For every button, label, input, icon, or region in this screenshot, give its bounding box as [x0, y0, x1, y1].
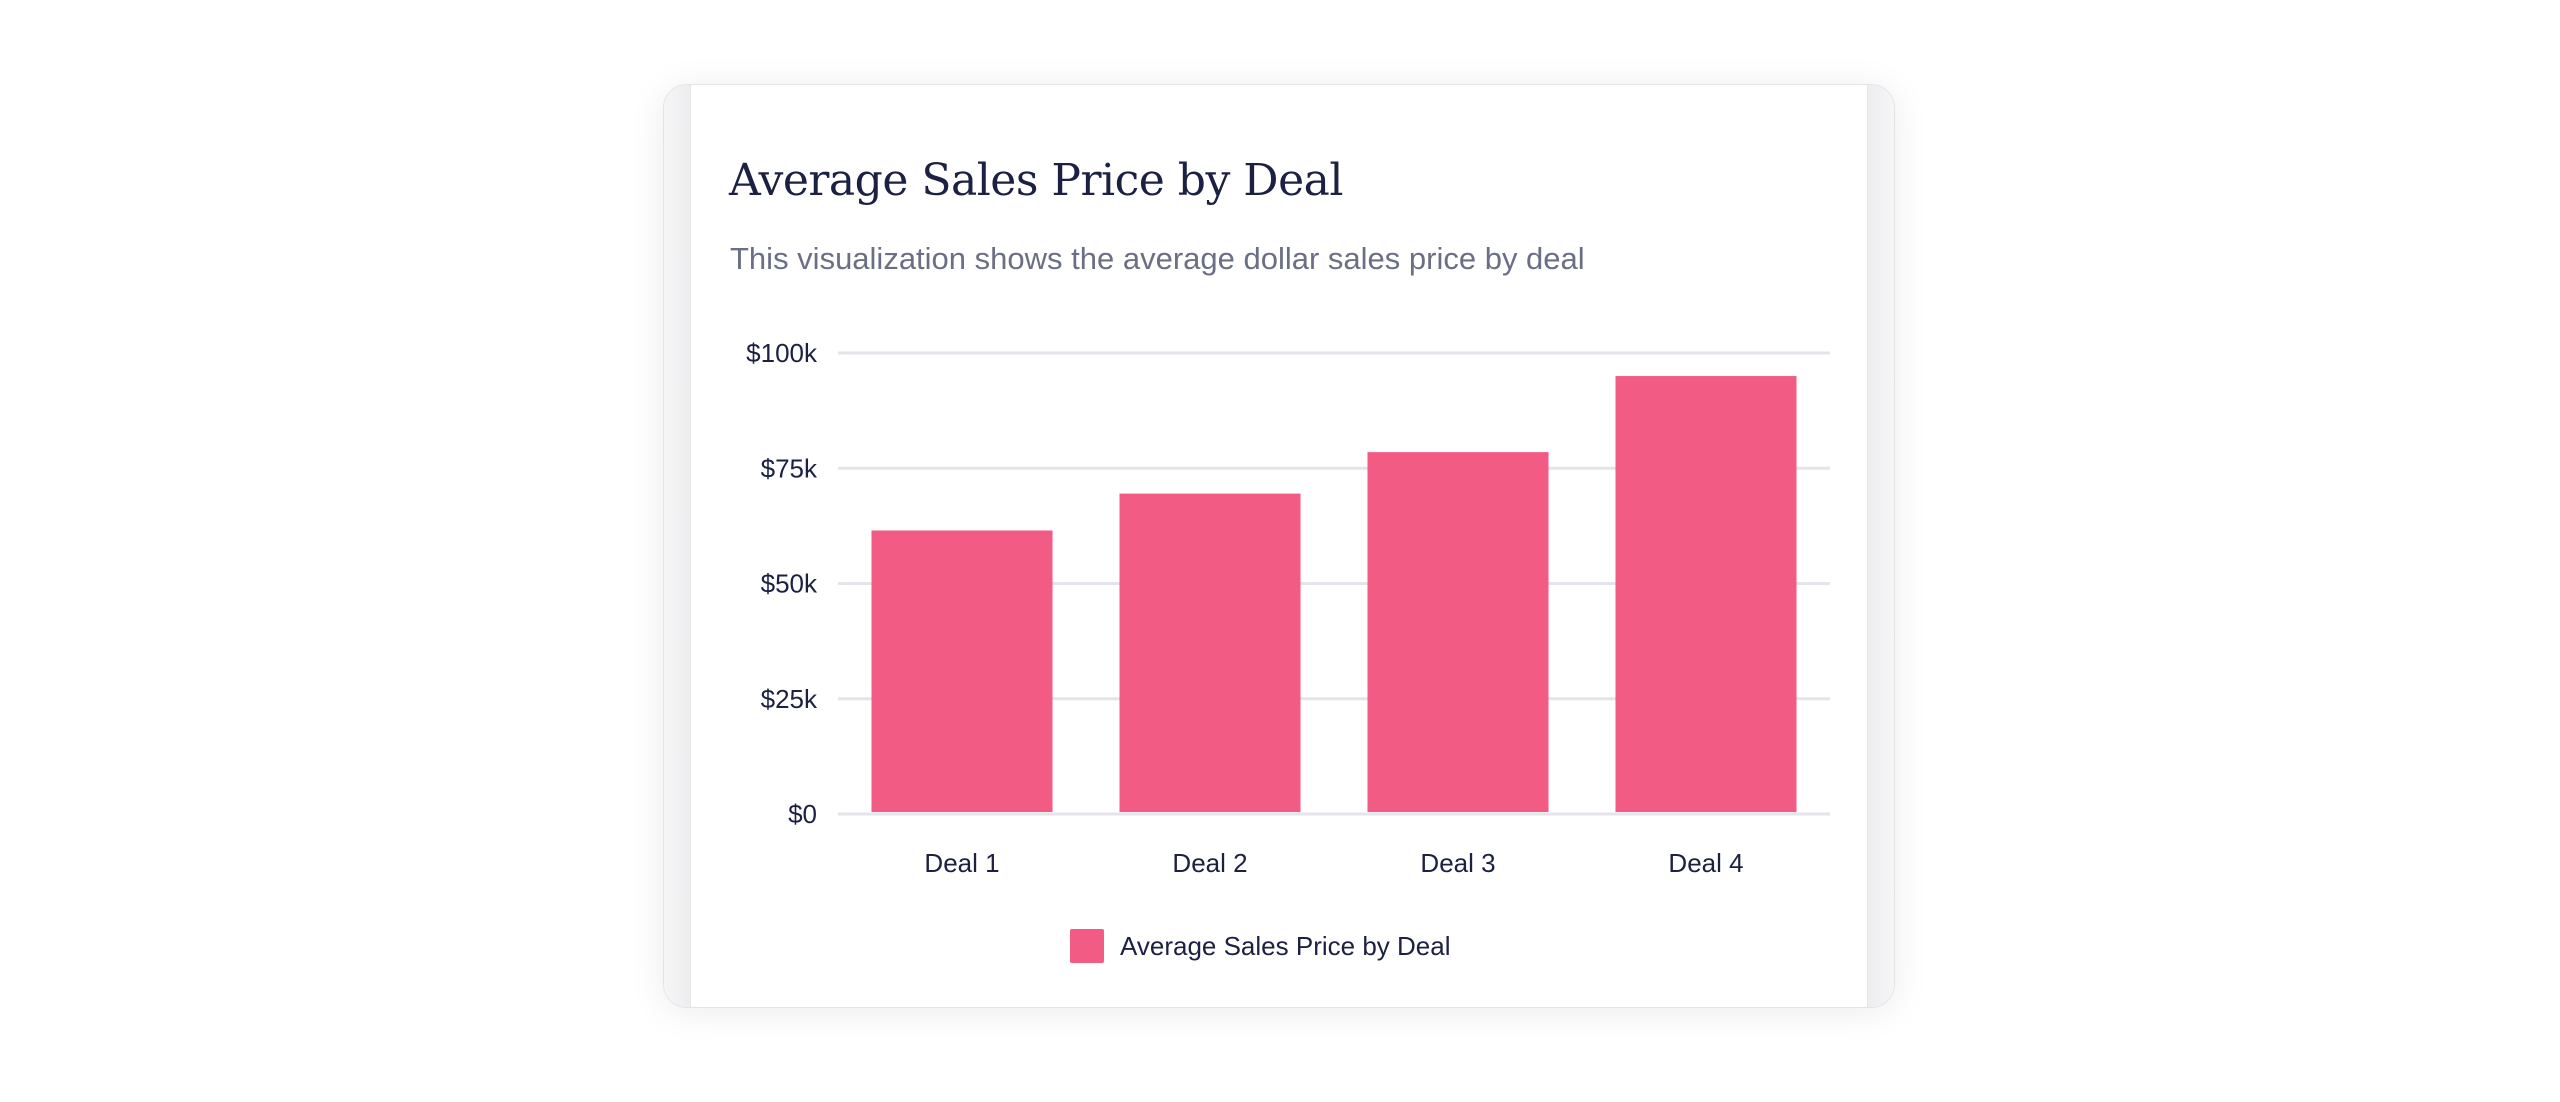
y-tick-label: $0 — [788, 799, 817, 829]
bar-chart: $100k$75k$50k$25k$0 Deal 1 Deal 2 Deal 3 De… — [746, 338, 1830, 878]
card-left-edge — [664, 85, 691, 1007]
bar-deal-4[interactable] — [1615, 376, 1797, 812]
bars — [871, 376, 1797, 812]
y-tick-label: $100k — [746, 338, 818, 368]
y-tick-label: $25k — [761, 684, 818, 714]
y-tick-label: $75k — [761, 453, 818, 483]
y-tick-label: $50k — [761, 569, 818, 599]
y-axis-ticks: $100k $75k $50k $25k $0 — [746, 338, 818, 829]
bar-deal-1[interactable] — [871, 530, 1053, 812]
chart-title: Average Sales Price by Deal — [729, 155, 1343, 206]
card-right-edge — [1867, 85, 1894, 1007]
legend-label: Average Sales Price by Deal — [1120, 930, 1451, 961]
legend-swatch — [1070, 929, 1104, 963]
legend: Average Sales Price by Deal — [1070, 929, 1450, 963]
bar-deal-3[interactable] — [1367, 452, 1549, 812]
bar-deal-2[interactable] — [1119, 493, 1301, 812]
chart-subtitle: This visualization shows the average dol… — [730, 241, 1585, 276]
x-category-label: Deal 4 — [1668, 848, 1743, 878]
chart-card: Average Sales Price by Deal This visuali… — [663, 84, 1895, 1008]
x-category-label: Deal 1 — [924, 848, 999, 878]
x-category-label: Deal 3 — [1420, 848, 1495, 878]
x-axis-labels: Deal 1 Deal 2 Deal 3 Deal 4 — [924, 848, 1743, 878]
x-category-label: Deal 2 — [1172, 848, 1247, 878]
